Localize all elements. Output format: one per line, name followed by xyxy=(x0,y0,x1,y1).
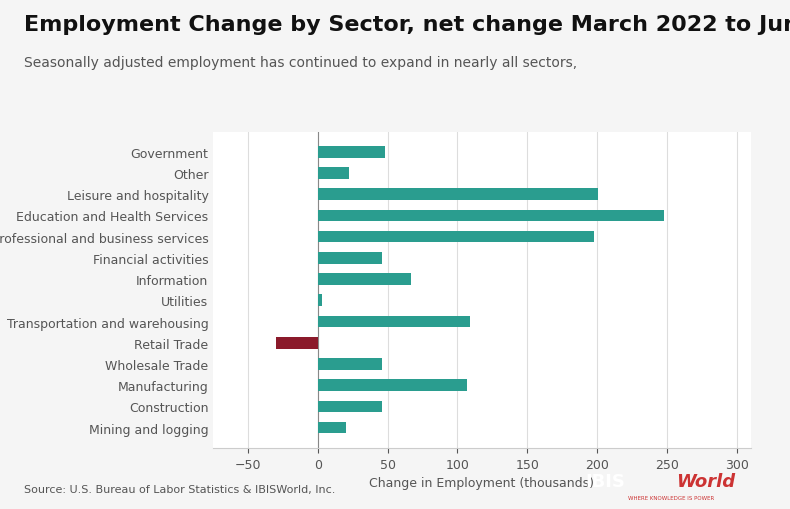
Bar xyxy=(318,168,348,180)
X-axis label: Change in Employment (thousands): Change in Employment (thousands) xyxy=(370,476,594,489)
Bar xyxy=(318,380,467,391)
Bar xyxy=(318,210,664,222)
Bar xyxy=(318,422,346,434)
Bar xyxy=(318,232,594,243)
Text: WHERE KNOWLEDGE IS POWER: WHERE KNOWLEDGE IS POWER xyxy=(628,495,715,500)
Text: Source: U.S. Bureau of Labor Statistics & IBISWorld, Inc.: Source: U.S. Bureau of Labor Statistics … xyxy=(24,484,335,494)
Text: Employment Change by Sector, net change March 2022 to June 2022: Employment Change by Sector, net change … xyxy=(24,15,790,35)
Bar xyxy=(318,147,385,158)
Bar xyxy=(318,401,382,412)
Bar xyxy=(318,316,470,328)
Text: IBIS: IBIS xyxy=(585,472,625,490)
Bar xyxy=(318,189,598,201)
Bar xyxy=(276,337,318,349)
Bar xyxy=(318,274,412,286)
Bar xyxy=(318,358,382,370)
Text: Seasonally adjusted employment has continued to expand in nearly all sectors,: Seasonally adjusted employment has conti… xyxy=(24,56,577,70)
Bar xyxy=(318,295,322,306)
Bar xyxy=(318,252,382,264)
Text: World: World xyxy=(675,472,735,490)
